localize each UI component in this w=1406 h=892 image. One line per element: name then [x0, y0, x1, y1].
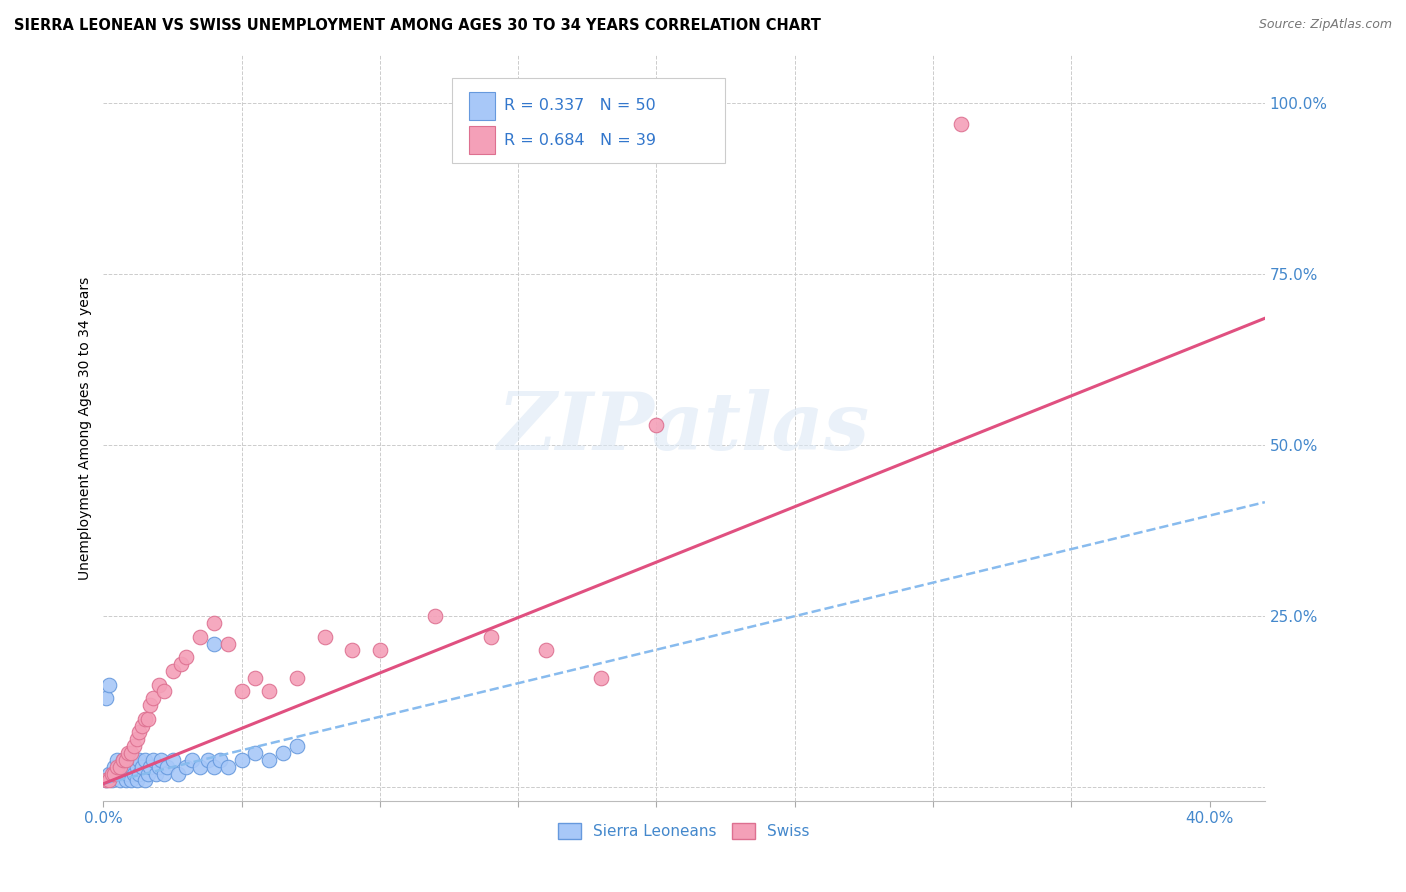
Point [153, 684, 176, 698]
Point [97, 766, 120, 780]
Point [125, 773, 148, 788]
FancyBboxPatch shape [451, 78, 724, 163]
Point [162, 664, 184, 678]
Point [131, 759, 153, 773]
Point [97, 773, 120, 788]
Point [120, 773, 142, 788]
Point [105, 766, 128, 780]
Point [208, 753, 231, 767]
Point [285, 739, 308, 753]
Point [120, 759, 142, 773]
Point [231, 684, 253, 698]
Point [108, 773, 131, 788]
Point [342, 643, 364, 657]
Point [122, 766, 145, 780]
Point [108, 759, 131, 773]
Point [114, 753, 136, 767]
Point [180, 753, 202, 767]
Point [197, 753, 219, 767]
Point [125, 759, 148, 773]
Point [111, 753, 134, 767]
Point [117, 753, 139, 767]
Point [156, 759, 179, 773]
Point [368, 643, 391, 657]
Point [245, 671, 267, 685]
Text: SIERRA LEONEAN VS SWISS UNEMPLOYMENT AMONG AGES 30 TO 34 YEARS CORRELATION CHART: SIERRA LEONEAN VS SWISS UNEMPLOYMENT AMO… [14, 18, 821, 33]
Point [139, 698, 162, 712]
Point [170, 657, 193, 671]
Bar [470, 126, 495, 154]
Point [202, 615, 225, 630]
Point [245, 746, 267, 760]
Point [134, 773, 156, 788]
Point [176, 759, 198, 773]
Point [259, 753, 281, 767]
Point [148, 759, 170, 773]
Point [128, 725, 150, 739]
Point [142, 691, 165, 706]
Point [153, 766, 176, 780]
Point [479, 630, 502, 644]
Point [100, 766, 122, 780]
Point [217, 759, 239, 773]
Point [97, 677, 120, 691]
Point [131, 718, 153, 732]
Point [114, 759, 136, 773]
Point [94, 773, 117, 788]
Point [231, 753, 253, 767]
Text: Source: ZipAtlas.com: Source: ZipAtlas.com [1258, 18, 1392, 31]
Point [949, 117, 972, 131]
Point [134, 712, 156, 726]
Point [176, 650, 198, 665]
Point [167, 766, 190, 780]
Point [591, 671, 613, 685]
Point [117, 746, 139, 760]
Point [100, 773, 122, 788]
Point [94, 691, 117, 706]
Point [136, 766, 159, 780]
Point [139, 759, 162, 773]
Point [188, 630, 211, 644]
Point [108, 759, 131, 773]
Point [314, 630, 336, 644]
Point [202, 636, 225, 650]
Point [122, 739, 145, 753]
Point [105, 759, 128, 773]
Point [136, 712, 159, 726]
Point [125, 732, 148, 747]
Point [103, 759, 125, 773]
Point [128, 753, 150, 767]
Point [217, 636, 239, 650]
Point [188, 759, 211, 773]
Point [105, 753, 128, 767]
Text: R = 0.337   N = 50: R = 0.337 N = 50 [505, 98, 655, 113]
Point [259, 684, 281, 698]
Bar [470, 92, 495, 120]
Point [202, 759, 225, 773]
Text: ZIPatlas: ZIPatlas [498, 389, 870, 467]
Point [111, 766, 134, 780]
Point [271, 746, 294, 760]
Point [145, 766, 167, 780]
Point [142, 753, 165, 767]
Point [285, 671, 308, 685]
Point [162, 753, 184, 767]
Point [425, 609, 447, 624]
Point [122, 753, 145, 767]
Point [128, 766, 150, 780]
Text: R = 0.684   N = 39: R = 0.684 N = 39 [505, 133, 657, 148]
Point [148, 677, 170, 691]
Point [645, 417, 668, 432]
Point [150, 753, 173, 767]
Point [117, 766, 139, 780]
Y-axis label: Unemployment Among Ages 30 to 34 years: Unemployment Among Ages 30 to 34 years [79, 277, 93, 580]
Legend: Sierra Leoneans, Swiss: Sierra Leoneans, Swiss [553, 817, 815, 846]
Point [111, 753, 134, 767]
Point [534, 643, 557, 657]
Point [120, 746, 142, 760]
Point [103, 766, 125, 780]
Point [94, 773, 117, 788]
Point [114, 773, 136, 788]
Point [134, 753, 156, 767]
